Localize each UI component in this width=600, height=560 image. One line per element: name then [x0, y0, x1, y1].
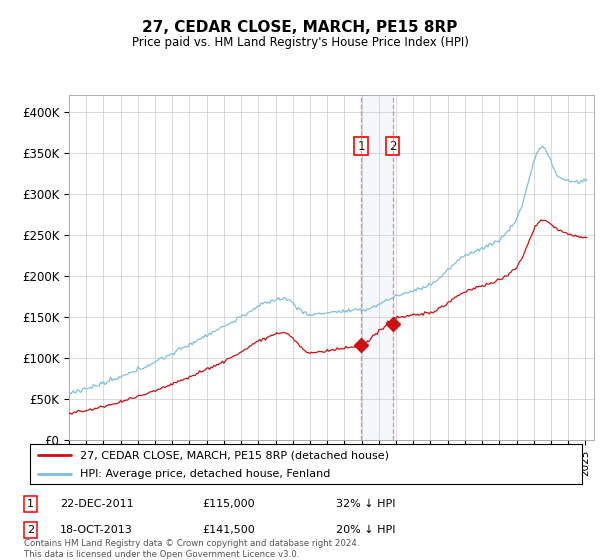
- Text: 27, CEDAR CLOSE, MARCH, PE15 8RP (detached house): 27, CEDAR CLOSE, MARCH, PE15 8RP (detach…: [80, 450, 389, 460]
- Text: 2: 2: [27, 525, 34, 535]
- Text: Price paid vs. HM Land Registry's House Price Index (HPI): Price paid vs. HM Land Registry's House …: [131, 36, 469, 49]
- Text: £141,500: £141,500: [203, 525, 256, 535]
- Text: 1: 1: [358, 139, 365, 152]
- Text: £115,000: £115,000: [203, 499, 255, 509]
- Text: HPI: Average price, detached house, Fenland: HPI: Average price, detached house, Fenl…: [80, 469, 330, 479]
- Text: 22-DEC-2011: 22-DEC-2011: [60, 499, 134, 509]
- Text: 20% ↓ HPI: 20% ↓ HPI: [337, 525, 396, 535]
- Text: 1: 1: [27, 499, 34, 509]
- Bar: [361, 95, 392, 440]
- Text: Contains HM Land Registry data © Crown copyright and database right 2024.
This d: Contains HM Land Registry data © Crown c…: [24, 539, 359, 559]
- Text: 18-OCT-2013: 18-OCT-2013: [60, 525, 133, 535]
- Text: 2: 2: [389, 139, 397, 152]
- Text: 27, CEDAR CLOSE, MARCH, PE15 8RP: 27, CEDAR CLOSE, MARCH, PE15 8RP: [142, 20, 458, 35]
- Text: 32% ↓ HPI: 32% ↓ HPI: [337, 499, 396, 509]
